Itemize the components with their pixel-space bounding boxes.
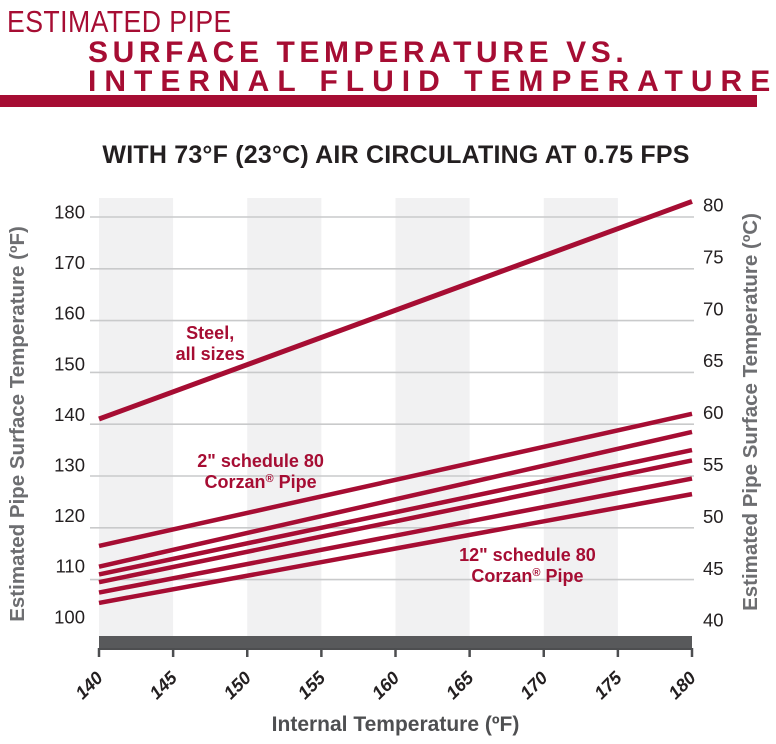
page-title-line2: SURFACE TEMPERATURE VS. [88,36,629,69]
series-line-corzan-unlabeled-3 [98,458,693,585]
x-tick-label: 145 [146,667,182,703]
series-annotation-line: Corzan® Pipe [205,472,317,492]
y-axis-right-tick-labels: 80 75 70 65 60 55 50 45 40 [703,195,724,631]
series-annotation-line: 2" schedule 80 [197,451,324,471]
x-tick-label: 160 [368,668,403,703]
x-axis-title: Internal Temperature (ºF) [272,713,520,736]
series-line-corzan-unlabeled-4 [98,476,693,595]
y-tick-label-c: 40 [703,610,724,631]
y-tick-label-f: 140 [54,404,85,425]
y-tick-label-f: 120 [54,505,85,526]
y-tick-label-c: 60 [703,402,724,423]
series-lines [98,199,693,606]
plot-stripes [99,198,618,636]
x-tick-label: 140 [71,668,106,703]
series-annotation-line: 12" schedule 80 [459,545,596,565]
x-tick-label: 150 [220,668,255,703]
title-underline-bar [0,95,757,107]
x-tick-label: 180 [664,668,699,703]
x-axis-floor-bar [99,636,692,648]
y-tick-label-c: 55 [703,454,724,475]
x-tick-label: 175 [590,667,626,703]
y-axis-title-left: Estimated Pipe Surface Temperature (ºF) [6,226,29,622]
series-line-corzan-12in-sch80 [98,491,693,606]
chart-subtitle: WITH 73°F (23°C) AIR CIRCULATING AT 0.75… [102,141,690,169]
y-axis-left-tick-labels: 180 170 160 150 140 130 120 110 100 [54,202,85,628]
x-axis-ticks [97,648,694,657]
series-annotation-line: Steel, [186,323,234,343]
y-tick-label-f: 160 [54,303,85,324]
y-tick-label-c: 45 [703,558,724,579]
plot-stripe [543,198,618,636]
y-tick-label-f: 100 [54,606,85,627]
y-tick-label-f: 130 [54,455,85,476]
y-tick-label-f: 170 [54,252,85,273]
series-line-corzan-unlabeled-1 [98,429,693,569]
y-tick-label-c: 50 [703,506,724,527]
y-tick-label-c: 75 [703,246,724,267]
x-tick-label: 165 [442,667,478,703]
y-tick-label-f: 110 [56,556,86,577]
x-tick-label: 155 [294,667,330,703]
y-tick-label-c: 65 [703,350,724,371]
y-tick-label-c: 80 [703,195,724,216]
y-tick-label-c: 70 [703,298,724,319]
y-axis-title-right: Estimated Pipe Surface Temperature (ºC) [739,213,762,611]
plot-stripe [395,198,470,636]
page-title-line3: INTERNAL FLUID TEMPERATURE [88,65,776,98]
x-axis-tick-labels: 140 145 150 155 160 165 170 175 180 [71,667,699,703]
series-line-corzan-2in-sch80 [98,411,693,549]
series-line-steel [98,199,693,422]
series-annotation-line: all sizes [176,344,245,364]
series-line-corzan-unlabeled-2 [98,447,693,577]
y-tick-label-f: 180 [54,202,85,223]
page-title-line1: ESTIMATED PIPE [7,4,232,39]
y-tick-label-f: 150 [54,353,85,374]
series-annotation-line: Corzan® Pipe [471,566,583,586]
x-tick-label: 170 [516,668,551,703]
